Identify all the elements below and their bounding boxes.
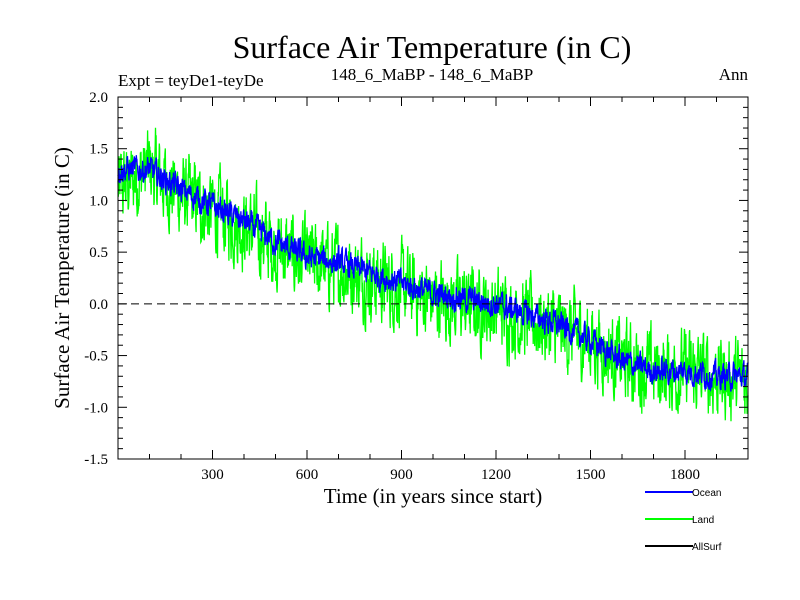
series-layer bbox=[117, 127, 749, 422]
y-tick-label: 1.0 bbox=[89, 193, 108, 209]
subtitle-left: Expt = teyDe1-teyDe bbox=[118, 71, 264, 90]
x-tick-label: 1500 bbox=[576, 467, 606, 483]
x-tick-label: 600 bbox=[296, 467, 319, 483]
x-tick-label: 900 bbox=[390, 467, 413, 483]
series-line-ocean bbox=[117, 155, 749, 393]
x-tick-label: 1200 bbox=[481, 467, 511, 483]
chart-title: Surface Air Temperature (in C) bbox=[233, 29, 632, 65]
x-axis-label: Time (in years since start) bbox=[324, 484, 543, 508]
plot-frame bbox=[117, 96, 749, 460]
legend: Ocean Land AllSurf bbox=[645, 488, 722, 553]
legend-label-land: Land bbox=[692, 515, 714, 526]
legend-label-ocean: Ocean bbox=[692, 488, 721, 499]
y-tick-label: 2.0 bbox=[89, 90, 108, 106]
y-tick-label: -1.0 bbox=[84, 400, 108, 416]
y-tick-label: 0.0 bbox=[89, 297, 108, 313]
axis-ticks: 300 600 900 1200 1500 1800 -1.5 -1.0 -0.5 0.0 0.5 1… bbox=[84, 90, 748, 483]
legend-label-allsurf: AllSurf bbox=[692, 542, 722, 553]
subtitle-center: 148_6_MaBP - 148_6_MaBP bbox=[331, 65, 533, 84]
subtitle-right: Ann bbox=[719, 65, 749, 84]
x-tick-label: 1800 bbox=[670, 467, 700, 483]
y-axis-label: Surface Air Temperature (in C) bbox=[50, 147, 74, 409]
x-tick-label: 300 bbox=[201, 467, 224, 483]
y-tick-label: 0.5 bbox=[89, 245, 108, 261]
y-tick-label: 1.5 bbox=[89, 142, 108, 158]
y-tick-label: -1.5 bbox=[84, 452, 108, 468]
y-tick-label: -0.5 bbox=[84, 349, 108, 365]
